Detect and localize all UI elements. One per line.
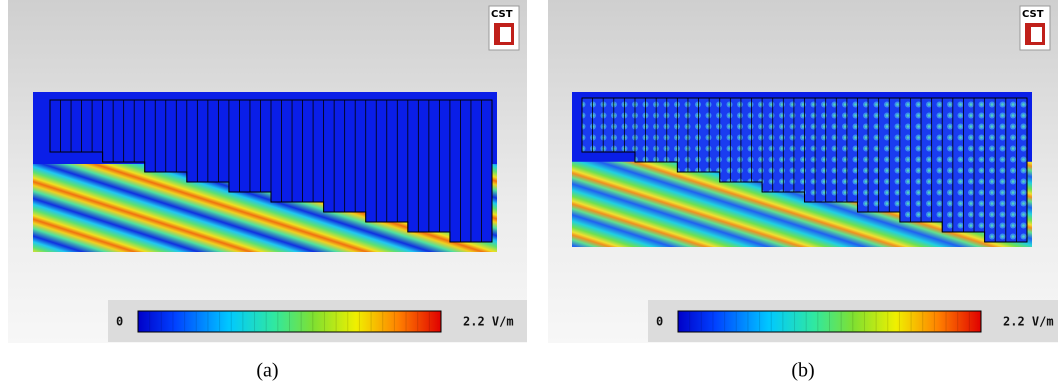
- logo-text: CST: [1022, 9, 1044, 20]
- panel: CST 0 2.2 V/m (a): [8, 0, 527, 382]
- logo-icon-inner: [500, 27, 511, 42]
- caption: (a): [256, 360, 278, 382]
- caption: (b): [791, 360, 814, 382]
- colorbar-max: 2.2 V/m: [463, 315, 514, 329]
- colorbar: [677, 310, 982, 333]
- colorbar-min: 0: [116, 315, 123, 329]
- colorbar: [137, 310, 442, 333]
- colorbar-min: 0: [656, 315, 663, 329]
- panel: CST 0 2.2 V/m (b): [548, 0, 1058, 382]
- colorbar-max: 2.2 V/m: [1003, 315, 1054, 329]
- logo-text: CST: [491, 9, 513, 20]
- logo-icon-inner: [1031, 27, 1042, 42]
